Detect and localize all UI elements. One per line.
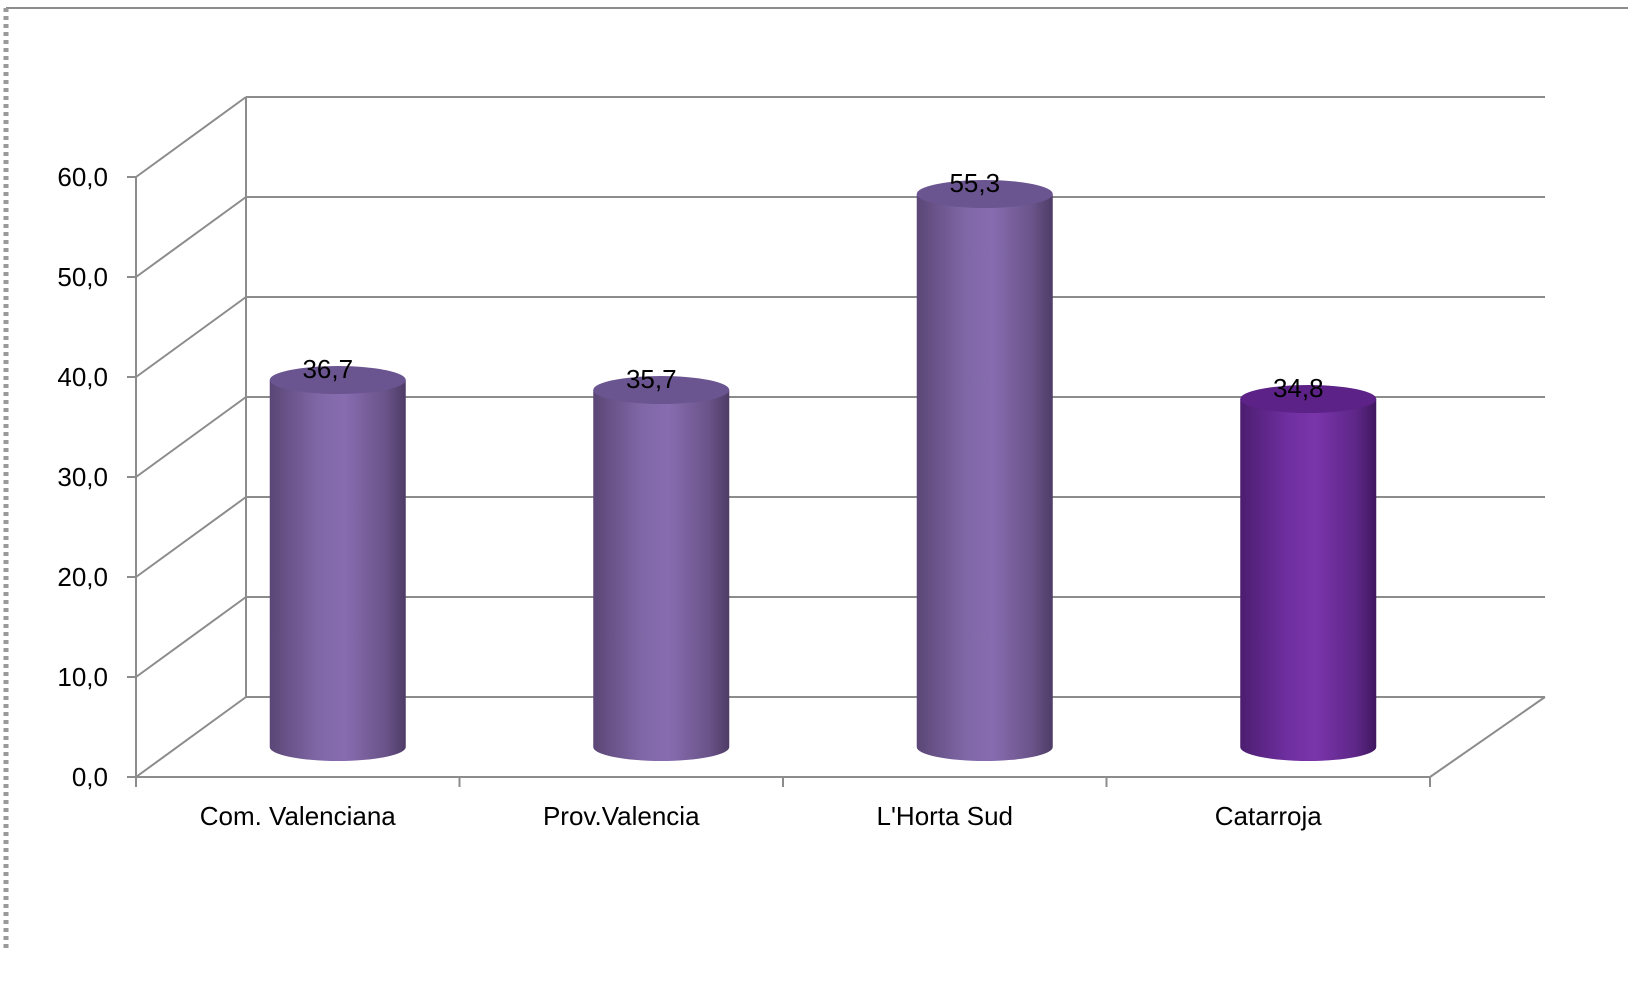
y-tick-label: 0,0 xyxy=(72,762,108,792)
gridline-side xyxy=(135,596,247,678)
gridline-side xyxy=(135,96,247,178)
bar-body xyxy=(1240,399,1377,761)
gridline-side xyxy=(135,496,247,578)
y-tick-label: 20,0 xyxy=(57,562,108,592)
chart-axes xyxy=(127,176,1431,787)
floor-edge xyxy=(1429,696,1546,778)
category-label: Catarroja xyxy=(1215,801,1322,831)
gridline-side xyxy=(135,196,247,278)
category-label: Prov.Valencia xyxy=(543,801,700,831)
gridline-side xyxy=(135,696,247,778)
bar-body xyxy=(269,380,406,761)
y-tick-label: 60,0 xyxy=(57,162,108,192)
bar-top xyxy=(916,180,1053,208)
data-label: 35,7 xyxy=(626,364,677,394)
category-label: Com. Valenciana xyxy=(200,801,397,831)
bar-top xyxy=(269,366,406,394)
bar-0 xyxy=(269,366,406,761)
bar-top xyxy=(1240,385,1377,413)
bar-body xyxy=(593,390,730,761)
y-tick-label: 30,0 xyxy=(57,462,108,492)
y-tick-label: 50,0 xyxy=(57,262,108,292)
y-tick-label: 10,0 xyxy=(57,662,108,692)
bar-top xyxy=(593,376,730,404)
y-tick-label: 40,0 xyxy=(57,362,108,392)
data-label: 34,8 xyxy=(1273,373,1324,403)
data-label: 55,3 xyxy=(949,168,1000,198)
chart-labels: 0,0 10,0 20,0 30,0 40,0 50,0 60,0 36,7 Com. Vale… xyxy=(57,162,1323,831)
bar-3 xyxy=(1240,385,1377,761)
bar-2 xyxy=(916,180,1053,761)
gridline-side xyxy=(135,296,247,378)
category-label: L'Horta Sud xyxy=(877,801,1014,831)
gridline-side xyxy=(135,396,247,478)
chart-bars xyxy=(269,180,1377,761)
bar-1 xyxy=(593,376,730,761)
data-label: 36,7 xyxy=(302,354,353,384)
bar-body xyxy=(916,194,1053,761)
